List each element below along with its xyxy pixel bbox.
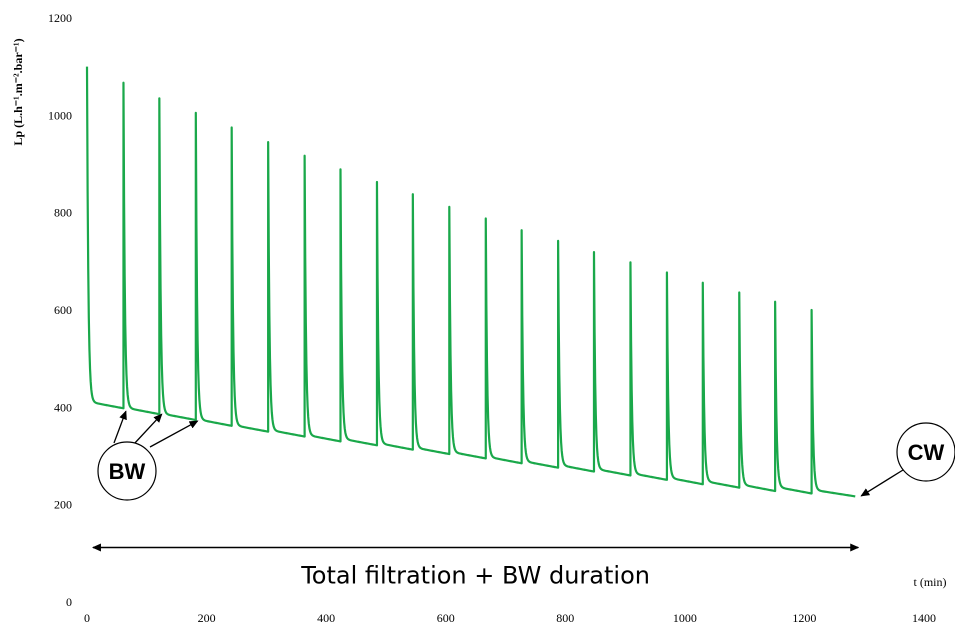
annotations: Total filtration + BW duration BW CW [91,410,955,589]
bw-arrows [113,410,199,448]
bw-arrow [133,413,163,445]
bw-label: BW [109,459,146,484]
duration-span-label: Total filtration + BW duration [300,561,650,589]
y-tick-label: 1200 [48,11,72,25]
x-tick-label: 200 [198,611,216,625]
x-tick-label: 400 [317,611,335,625]
cw-circle [896,422,955,482]
y-tick-label: 1000 [48,108,72,122]
x-tick-label: 1000 [673,611,697,625]
y-tick-label: 0 [66,595,72,609]
y-tick-label: 400 [54,400,72,414]
cw-arrow [860,469,904,497]
x-tick-label: 800 [556,611,574,625]
bw-arrow [113,410,127,444]
x-tick-label: 0 [84,611,90,625]
series-line [85,66,856,498]
y-tick-label: 600 [54,303,72,317]
y-axis-label: Lp (L.h⁻¹.m⁻².bar⁻¹) [11,38,25,145]
x-tick-label: 1400 [912,611,936,625]
y-axis-ticks: 0 200 400 600 800 1000 1200 [48,11,72,609]
bw-circle [97,441,157,501]
cw-label: CW [908,440,945,465]
x-tick-label: 600 [437,611,455,625]
bw-arrow [149,420,199,448]
y-tick-label: 200 [54,498,72,512]
x-axis-ticks: 0 200 400 600 800 1000 1200 1400 [84,611,936,625]
x-axis-label: t (min) [914,575,947,589]
x-tick-label: 1200 [792,611,816,625]
y-tick-label: 800 [54,206,72,220]
